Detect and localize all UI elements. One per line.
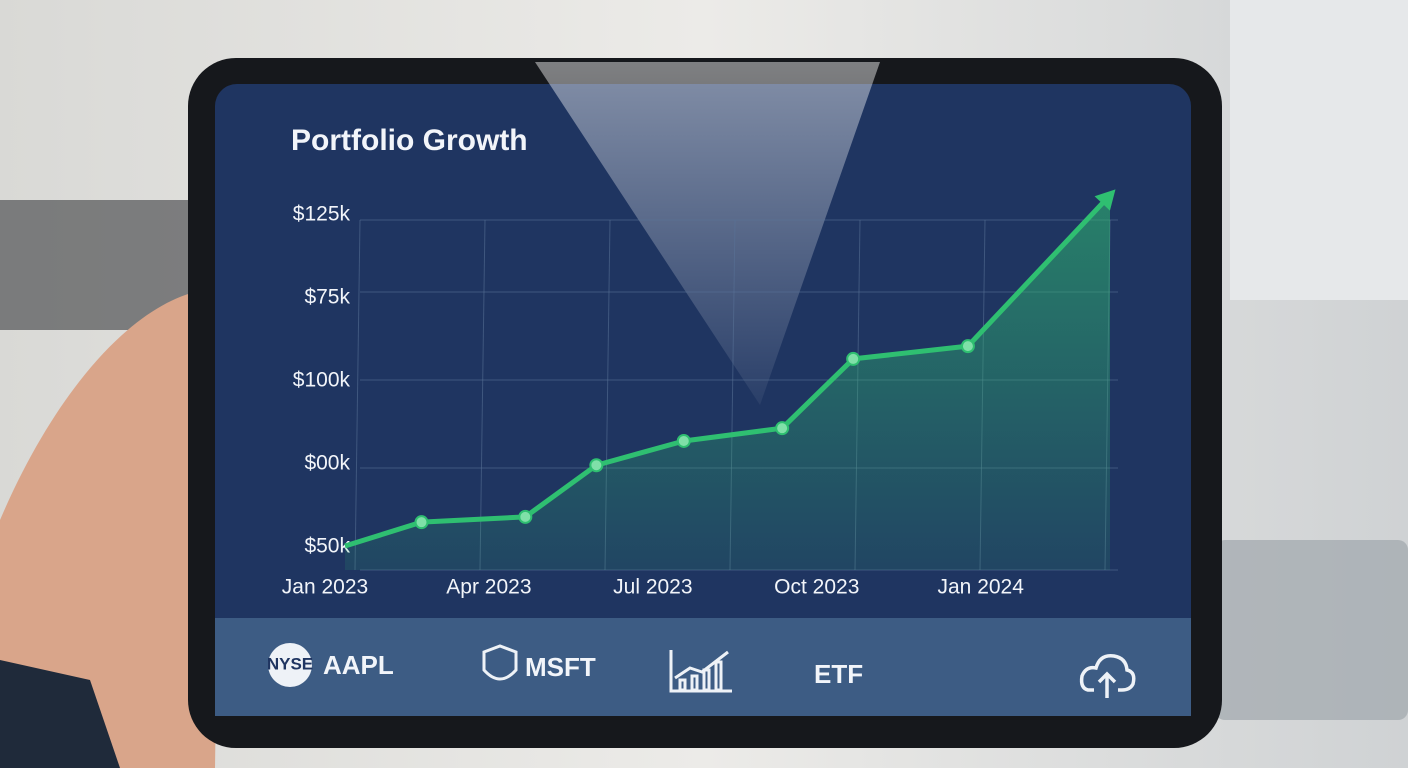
x-tick-label: Jan 2023 [282,576,368,599]
badge-icon [268,643,312,687]
shield-icon [482,644,518,681]
book [1215,540,1408,720]
hand [0,290,234,768]
area [345,195,1110,571]
sleeve [0,660,120,768]
x-tick-label: Apr 2023 [446,576,531,599]
plot: $125k $75k $100k $00k $50k Jan 2023 Apr 2023 Ju… [282,189,1118,599]
y-tick-label: $100k [293,369,351,392]
x-tick-label: Jul 2023 [613,576,692,599]
point [518,509,533,524]
chart-title: Portfolio Growth [291,124,528,157]
grid-line [479,219,486,571]
point [846,351,861,366]
chart-icon [669,650,732,693]
window [1230,0,1408,300]
point [775,421,790,436]
y-tick-label: $50k [304,535,350,558]
point [414,515,429,530]
ticker: AAPL [323,650,394,680]
point [960,339,975,354]
ticker: MSFT [525,652,596,682]
y-tick-label: $125k [293,203,351,226]
glare [535,62,880,405]
point [676,433,691,448]
y-tick-label: $00k [304,452,350,475]
x-tick-label: Oct 2023 [774,576,859,599]
point [589,458,604,473]
y-tick-label: $75k [304,286,350,309]
ticker: ETF [814,659,863,689]
arrow-head [1094,189,1116,211]
upload-icon[interactable] [1079,654,1136,698]
x-tick-label: Jan 2024 [938,576,1025,599]
footer: NYSE AAPL MSFT ETF [267,643,1136,698]
grid-line [354,219,361,571]
badge-label: NYSE [267,654,313,673]
footer-bar [215,618,1191,716]
